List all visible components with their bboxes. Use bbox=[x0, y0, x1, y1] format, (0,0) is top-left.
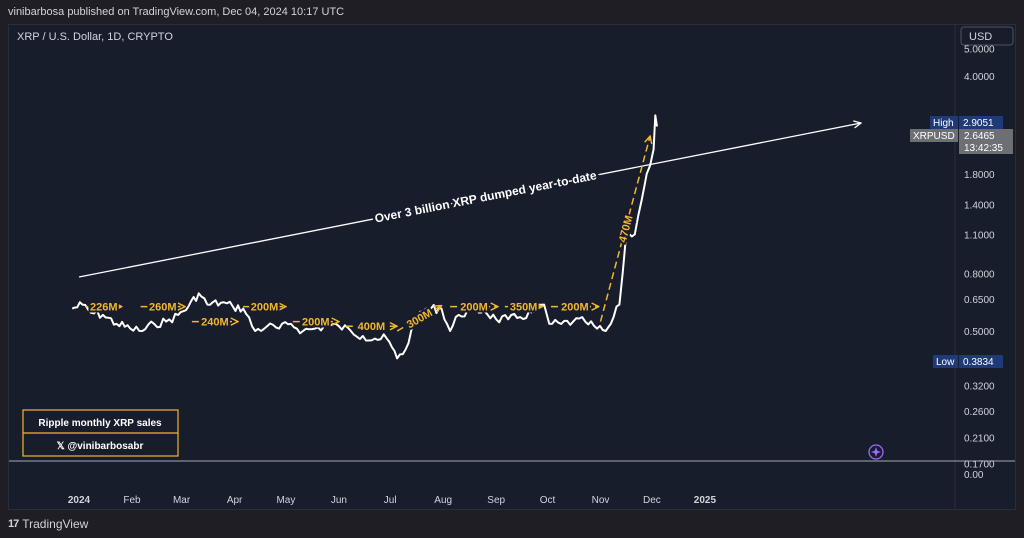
chart-title: XRP / U.S. Dollar, 1D, CRYPTO bbox=[17, 31, 173, 43]
high-marker: High 2.9051 bbox=[930, 116, 1003, 129]
x-tick-label: Apr bbox=[227, 495, 243, 506]
xrp-price-chart[interactable]: XRP / U.S. Dollar, 1D, CRYPTO USD 5.0000… bbox=[9, 25, 1015, 509]
low-label: Low bbox=[936, 357, 955, 368]
low-value: 0.3834 bbox=[963, 357, 994, 368]
price-axis[interactable]: 5.0000 4.0000 1.8000 1.4000 1.1000 0.8000 0.65… bbox=[964, 45, 995, 481]
x-tick-label: 2025 bbox=[694, 495, 717, 506]
x-tick-label: Jun bbox=[331, 495, 347, 506]
sales-label: 240M bbox=[201, 317, 229, 329]
high-value: 2.9051 bbox=[963, 118, 994, 129]
x-tick-label: Mar bbox=[173, 495, 191, 506]
x-tick-label: May bbox=[276, 495, 295, 506]
y-tick-label: 0.5000 bbox=[964, 327, 995, 338]
y-tick-label: 0.3200 bbox=[964, 382, 995, 393]
y-tick-label: 0.2600 bbox=[964, 407, 995, 418]
sales-label: 350M bbox=[510, 302, 538, 314]
symbol-label: XRPUSD bbox=[913, 131, 955, 142]
monthly-sales-arrows: 226M 260M 240M 200M 200M 400M 300M 200M 350M 200M… bbox=[85, 136, 651, 335]
main-annotation-arrow bbox=[78, 123, 861, 278]
footer-brand[interactable]: 17 TradingView bbox=[8, 514, 88, 534]
y-tick-label: 1.1000 bbox=[964, 230, 995, 241]
bar-countdown: 13:42:35 bbox=[964, 143, 1003, 154]
x-tick-label: Aug bbox=[434, 495, 452, 506]
x-tick-label: Sep bbox=[487, 495, 505, 506]
sales-legend-box: Ripple monthly XRP sales 𝕏 @vinibarbosab… bbox=[22, 409, 179, 457]
main-annotation: Over 3 billion XRP dumped year-to-date bbox=[78, 123, 861, 278]
sales-label: 226M bbox=[90, 302, 118, 314]
x-tick-label: 2024 bbox=[68, 495, 91, 506]
last-price-marker: XRPUSD 2.6465 13:42:35 bbox=[910, 129, 1013, 154]
sales-arrow bbox=[599, 136, 651, 322]
sales-arrow bbox=[396, 306, 441, 332]
sales-label: 200M bbox=[561, 302, 589, 314]
time-axis[interactable]: 2024 Feb Mar Apr May Jun Jul Aug Sep Oct Nov Dec 202… bbox=[68, 495, 717, 506]
publish-info: vinibarbosa published on TradingView.com… bbox=[8, 6, 345, 18]
y-tick-label: 0.8000 bbox=[964, 269, 995, 280]
sales-label: 260M bbox=[149, 302, 177, 314]
x-tick-label: Jul bbox=[384, 495, 397, 506]
last-price-value: 2.6465 bbox=[964, 131, 995, 142]
y-tick-label: 1.8000 bbox=[964, 170, 995, 181]
chart-panel[interactable]: XRP / U.S. Dollar, 1D, CRYPTO USD 5.0000… bbox=[8, 24, 1016, 510]
x-tick-label: Nov bbox=[592, 495, 610, 506]
currency-button-label: USD bbox=[969, 31, 992, 43]
y-tick-label: 0.1700 bbox=[964, 459, 995, 470]
sales-label: 470M bbox=[617, 214, 636, 244]
y-tick-label: 0.6500 bbox=[964, 295, 995, 306]
sparkle-icon[interactable] bbox=[868, 444, 884, 460]
sales-label: 200M bbox=[302, 317, 330, 329]
legend-handle: 𝕏 @vinibarbosabr bbox=[57, 441, 144, 452]
sales-label: 200M bbox=[251, 302, 279, 314]
main-annotation-text: Over 3 billion XRP dumped year-to-date bbox=[373, 168, 598, 225]
y-tick-label: 0.2100 bbox=[964, 433, 995, 444]
currency-button[interactable]: USD bbox=[960, 26, 1014, 46]
tradingview-logo: 17 bbox=[8, 518, 19, 530]
brand-name: TradingView bbox=[22, 517, 89, 531]
sales-label: 200M bbox=[460, 302, 488, 314]
y-tick-label: 4.0000 bbox=[964, 72, 995, 83]
y-tick-label: 5.0000 bbox=[964, 45, 995, 56]
y-tick-label: 1.4000 bbox=[964, 201, 995, 212]
high-label: High bbox=[933, 118, 954, 129]
x-tick-label: Dec bbox=[643, 495, 661, 506]
y-tick-label: 0.00 bbox=[964, 470, 984, 481]
sales-label: 300M bbox=[405, 307, 435, 331]
x-tick-label: Feb bbox=[123, 495, 141, 506]
low-marker: Low 0.3834 bbox=[933, 355, 1003, 368]
sales-label: 400M bbox=[358, 321, 386, 333]
legend-title: Ripple monthly XRP sales bbox=[38, 418, 162, 429]
price-line bbox=[71, 114, 658, 360]
x-tick-label: Oct bbox=[540, 495, 556, 506]
